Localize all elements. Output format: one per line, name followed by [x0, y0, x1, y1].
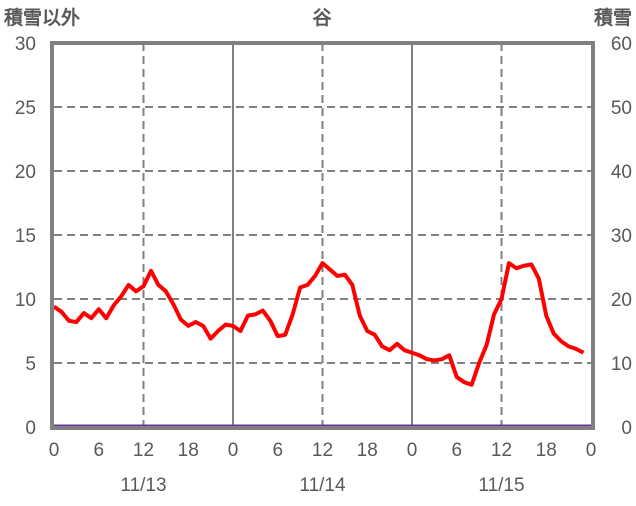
x-tick-label: 18 [536, 440, 557, 461]
y-right-tick-label: 60 [611, 34, 632, 55]
date-label: 11/13 [120, 475, 166, 496]
x-tick-label: 18 [357, 440, 378, 461]
y-right-tick-label: 10 [611, 354, 632, 375]
x-tick-label: 12 [312, 440, 333, 461]
date-label: 11/14 [299, 475, 346, 496]
left-axis-title: 積雪以外 [4, 6, 80, 29]
y-left-tick-label: 20 [15, 162, 36, 183]
y-left-tick-label: 25 [15, 98, 36, 119]
right-axis-title: 積雪 [594, 6, 632, 29]
x-tick-label: 0 [228, 440, 239, 461]
y-right-tick-label: 50 [611, 98, 632, 119]
x-tick-label: 12 [133, 440, 154, 461]
date-label: 11/15 [478, 475, 524, 496]
x-tick-label: 6 [93, 440, 104, 461]
x-tick-label: 0 [407, 440, 418, 461]
x-tick-label: 0 [49, 440, 60, 461]
y-right-tick-label: 20 [611, 290, 632, 311]
x-tick-label: 0 [586, 440, 597, 461]
x-tick-label: 12 [491, 440, 512, 461]
x-tick-label: 6 [451, 440, 462, 461]
y-left-tick-label: 5 [25, 354, 36, 375]
y-left-tick-label: 15 [15, 226, 36, 247]
y-right-tick-label: 30 [611, 226, 632, 247]
y-left-tick-label: 30 [15, 34, 36, 55]
series-line-non-snow [52, 261, 585, 387]
y-right-tick-label: 0 [621, 418, 632, 439]
plot-frame [50, 41, 595, 430]
y-left-tick-label: 10 [15, 290, 36, 311]
x-tick-label: 6 [272, 440, 283, 461]
y-right-tick-label: 40 [611, 162, 632, 183]
y-left-tick-label: 0 [25, 418, 36, 439]
x-tick-label: 18 [178, 440, 199, 461]
chart-title: 谷 [312, 7, 332, 29]
